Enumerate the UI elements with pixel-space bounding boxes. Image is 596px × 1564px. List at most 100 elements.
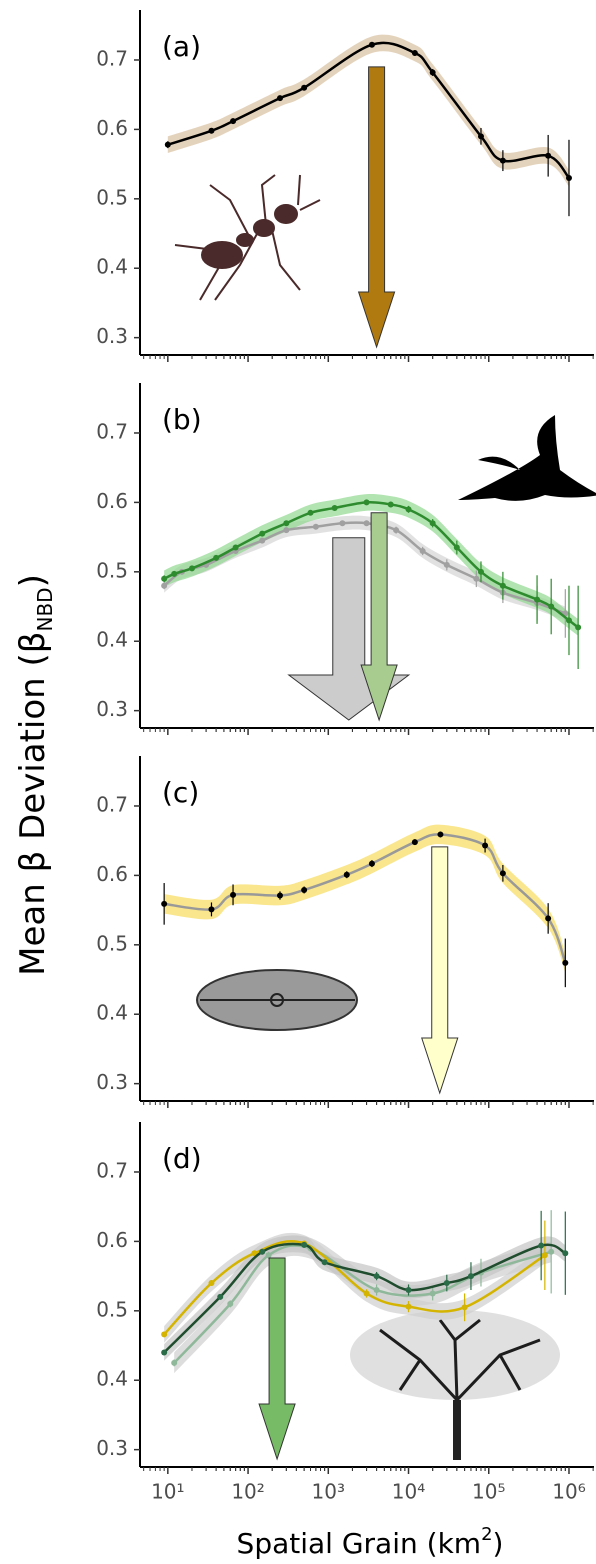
data-point [161,1349,168,1356]
panel-label: (b) [162,403,202,436]
data-point [541,1252,548,1259]
data-point [499,582,506,589]
y-tick-label: 0.5 [96,558,128,582]
data-point [227,1300,234,1307]
fit-line [163,833,567,964]
panel: 0.3 0.4 0.5 0.6 0.7 (a) [96,10,594,362]
y-tick-label: 0.3 [96,1436,128,1460]
y-tick-label: 0.6 [96,489,128,513]
data-point [405,1286,412,1293]
peak-arrow [357,66,396,349]
diatom-image [196,969,358,1031]
panel-label: (d) [162,1142,202,1175]
data-point [312,523,319,530]
data-point [301,886,308,893]
data-point [265,1252,272,1259]
y-tick-label: 0.5 [96,931,128,955]
data-point [393,527,400,534]
y-tick-label: 0.7 [96,419,128,443]
data-point [161,582,168,589]
peak-arrow [360,512,398,722]
data-point [363,499,370,506]
tree-silhouette [350,1310,560,1460]
y-tick-label: 0.3 [96,324,128,348]
fit-line [163,521,566,615]
data-point [283,527,290,534]
panel: 0.3 0.4 0.5 0.6 0.7 (b) [96,383,594,735]
y-tick-label: 0.7 [96,46,128,70]
y-tick-label: 0.6 [96,1228,128,1252]
data-point [232,544,239,551]
data-point [259,1248,266,1255]
data-point [363,1290,370,1297]
x-tick-label: 10³ [312,1480,345,1504]
x-tick-label: 10⁴ [392,1480,425,1504]
confidence-band [164,824,566,973]
data-point [387,501,394,508]
peak-arrow [287,537,411,721]
data-point [545,152,552,159]
data-point [161,575,168,582]
data-point [453,544,460,551]
data-point [565,174,572,181]
data-point [429,69,436,76]
y-tick-label: 0.3 [96,1070,128,1094]
data-point [443,561,450,568]
peak-arrow [421,846,459,1095]
y-tick-label: 0.4 [96,1367,128,1391]
data-point [301,84,308,91]
data-point [482,842,489,849]
confidence-band [167,34,569,187]
data-point [443,1280,450,1287]
data-point [562,1250,569,1257]
data-point [188,565,195,572]
peak-arrow [258,1257,296,1461]
data-point [562,959,569,966]
data-point [230,118,237,125]
data-point [259,537,266,544]
data-point [419,547,426,554]
y-tick-label: 0.6 [96,862,128,886]
data-point [307,509,314,516]
panel-label: (a) [162,30,201,63]
data-point [363,520,370,527]
y-tick-label: 0.6 [96,116,128,140]
panel-label: (c) [162,776,199,809]
data-point [301,1241,308,1248]
y-tick-label: 0.3 [96,697,128,721]
data-point [545,915,552,922]
data-point [171,570,178,577]
y-axis-title: Mean β Deviation (βNBD) [13,574,57,976]
data-point [164,141,171,148]
data-point [339,520,346,527]
confidence-band [164,1235,566,1361]
data-point [373,1273,380,1280]
data-point [411,839,418,846]
data-point [251,1250,258,1257]
data-point [373,1286,380,1293]
data-point [411,50,418,57]
data-point [208,127,215,134]
panel: 0.3 0.4 0.5 0.6 0.7 (c) [96,756,594,1108]
data-point [259,530,266,537]
data-point [429,1290,436,1297]
data-point [538,1242,545,1249]
x-tick-label: 10¹ [151,1480,184,1504]
data-point [405,506,412,513]
y-tick-label: 0.4 [96,1001,128,1025]
x-tick-label: 10⁶ [552,1480,585,1504]
data-point [171,1359,178,1366]
data-point [230,891,237,898]
data-point [461,1304,468,1311]
data-point [321,1259,328,1266]
y-tick-label: 0.4 [96,628,128,652]
confidence-band [164,493,579,636]
y-tick-label: 0.5 [96,1297,128,1321]
panel: 0.3 0.4 0.5 0.6 0.7 10¹ 10² 10³ 10⁴ 10⁵ 10⁶ (d) [96,1122,594,1504]
x-tick-label: 10⁵ [472,1480,505,1504]
data-point [467,1273,474,1280]
y-tick-label: 0.5 [96,185,128,209]
data-point [213,554,220,561]
data-point [368,41,375,48]
